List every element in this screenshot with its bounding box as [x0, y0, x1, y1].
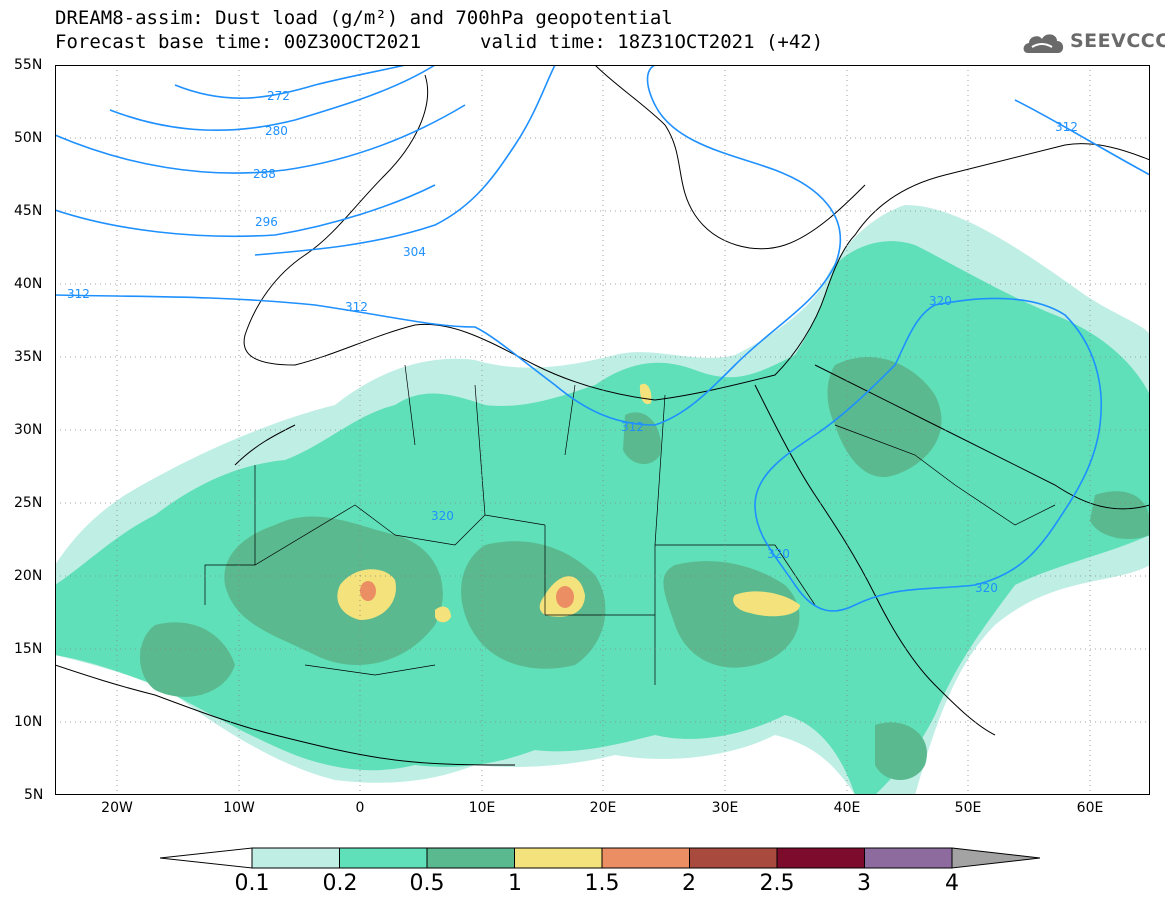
lon-label: 0	[355, 800, 365, 816]
lon-label: 10W	[223, 800, 255, 816]
geopotential-contours	[55, 65, 1150, 612]
lon-label: 10E	[468, 800, 496, 816]
colorbar	[160, 847, 1040, 869]
lat-label: 35N	[14, 349, 43, 365]
lat-label: 25N	[14, 495, 43, 511]
contour-labels: 272 280 288 296 304 312 312 312 320 320 …	[67, 89, 1078, 595]
lon-label: 20E	[589, 800, 617, 816]
lon-label: 50E	[954, 800, 982, 816]
colorbar-swatch	[339, 847, 428, 869]
colorbar-swatch	[689, 847, 778, 869]
contour-label-312-c: 312	[621, 420, 644, 434]
colorbar-label: 2.5	[759, 871, 795, 896]
dust-map: 272 280 288 296 304 312 312 312 320 320 …	[55, 65, 1150, 795]
coastlines	[55, 65, 1150, 766]
contour-label-280: 280	[265, 124, 288, 138]
lat-label: 50N	[14, 130, 43, 146]
colorbar-swatch	[251, 847, 340, 869]
colorbar-label: 0.1	[234, 871, 270, 896]
contour-label-288: 288	[253, 167, 276, 181]
graticule	[55, 65, 1150, 795]
lon-label: 20W	[101, 800, 133, 816]
colorbar-label: 1	[508, 871, 522, 896]
lat-label: 15N	[14, 641, 43, 657]
colorbar-label: 4	[945, 871, 959, 896]
logo-text: SEEVCCC	[1070, 30, 1165, 52]
valid-time-label: valid time: 18Z31OCT2021 (+42)	[480, 31, 824, 53]
lon-label: 40E	[833, 800, 861, 816]
lat-label: 45N	[14, 203, 43, 219]
dust-high-hotspots	[337, 383, 800, 623]
contour-label-296: 296	[255, 215, 278, 229]
contour-label-312-a: 312	[67, 287, 90, 301]
contour-label-320-a: 320	[431, 509, 454, 523]
colorbar-swatch	[601, 847, 690, 869]
colorbar-low-arrow	[160, 847, 253, 869]
contour-label-312-d: 312	[1055, 120, 1078, 134]
map-frame	[55, 65, 1150, 795]
colorbar-swatch	[514, 847, 603, 869]
colorbar-label: 0.5	[409, 871, 445, 896]
colorbar-label: 3	[857, 871, 871, 896]
lat-label: 55N	[14, 57, 43, 73]
lat-label: 20N	[14, 568, 43, 584]
map-title: DREAM8-assim: Dust load (g/m²) and 700hP…	[55, 7, 673, 29]
colorbar-label: 0.2	[322, 871, 358, 896]
colorbar-swatch	[426, 847, 515, 869]
lat-label: 30N	[14, 422, 43, 438]
lat-label: 5N	[24, 787, 44, 803]
contour-label-320-c: 320	[975, 581, 998, 595]
contour-label-320-d: 320	[929, 294, 952, 308]
dust-dark-patches	[140, 356, 1150, 780]
base-time-label: Forecast base time: 00Z30OCT2021	[55, 31, 422, 53]
lat-label: 10N	[14, 714, 43, 730]
lon-label: 60E	[1076, 800, 1104, 816]
country-borders	[204, 364, 1056, 685]
colorbar-swatch	[776, 847, 865, 869]
colorbar-swatch	[864, 847, 953, 869]
contour-label-320-b: 320	[767, 547, 790, 561]
lon-label: 30E	[711, 800, 739, 816]
lat-label: 40N	[14, 276, 43, 292]
colorbar-label: 2	[682, 871, 696, 896]
seevccc-logo: SEEVCCC	[1020, 27, 1165, 57]
contour-label-312-b: 312	[345, 300, 368, 314]
contour-label-272: 272	[267, 89, 290, 103]
colorbar-label: 1.5	[584, 871, 620, 896]
colorbar-boxes	[251, 847, 953, 869]
contour-label-304: 304	[403, 245, 426, 259]
cloud-logo-icon	[1023, 34, 1064, 53]
dust-peak-hotspots	[360, 581, 574, 608]
colorbar-high-arrow	[951, 847, 1040, 869]
